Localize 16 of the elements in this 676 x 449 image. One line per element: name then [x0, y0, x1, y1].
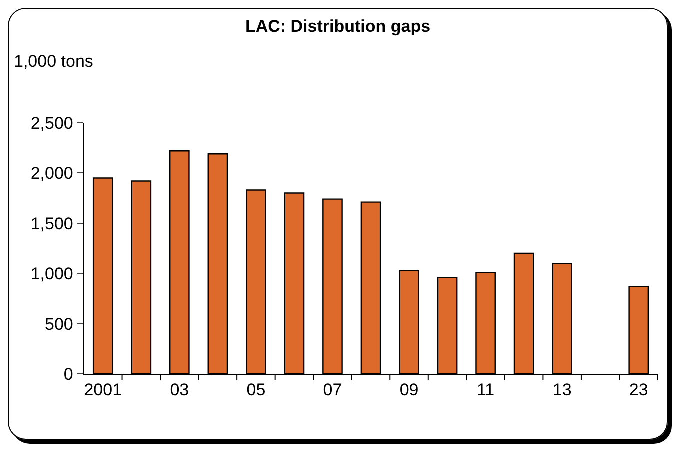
x-tick-label: 11	[476, 380, 495, 400]
y-tick-label: 2,000	[30, 164, 74, 184]
y-tick-label: 1,500	[30, 214, 74, 234]
chart-title: LAC: Distribution gaps	[245, 17, 431, 36]
x-tick-label: 07	[323, 380, 342, 400]
y-tick-label: 0	[64, 364, 74, 384]
x-tick-label: 23	[629, 380, 648, 400]
x-tick-label: 2001	[84, 380, 122, 400]
y-tick-label: 500	[45, 314, 74, 334]
x-tick-label: 09	[400, 380, 419, 400]
x-tick-label: 13	[552, 380, 572, 400]
y-tick-label: 2,500	[30, 114, 74, 133]
y-axis-title: 1,000 tons	[14, 52, 94, 71]
y-tick-label: 1,000	[30, 264, 74, 284]
x-tick-label: 03	[170, 380, 190, 400]
x-tick-label: 05	[246, 380, 266, 400]
